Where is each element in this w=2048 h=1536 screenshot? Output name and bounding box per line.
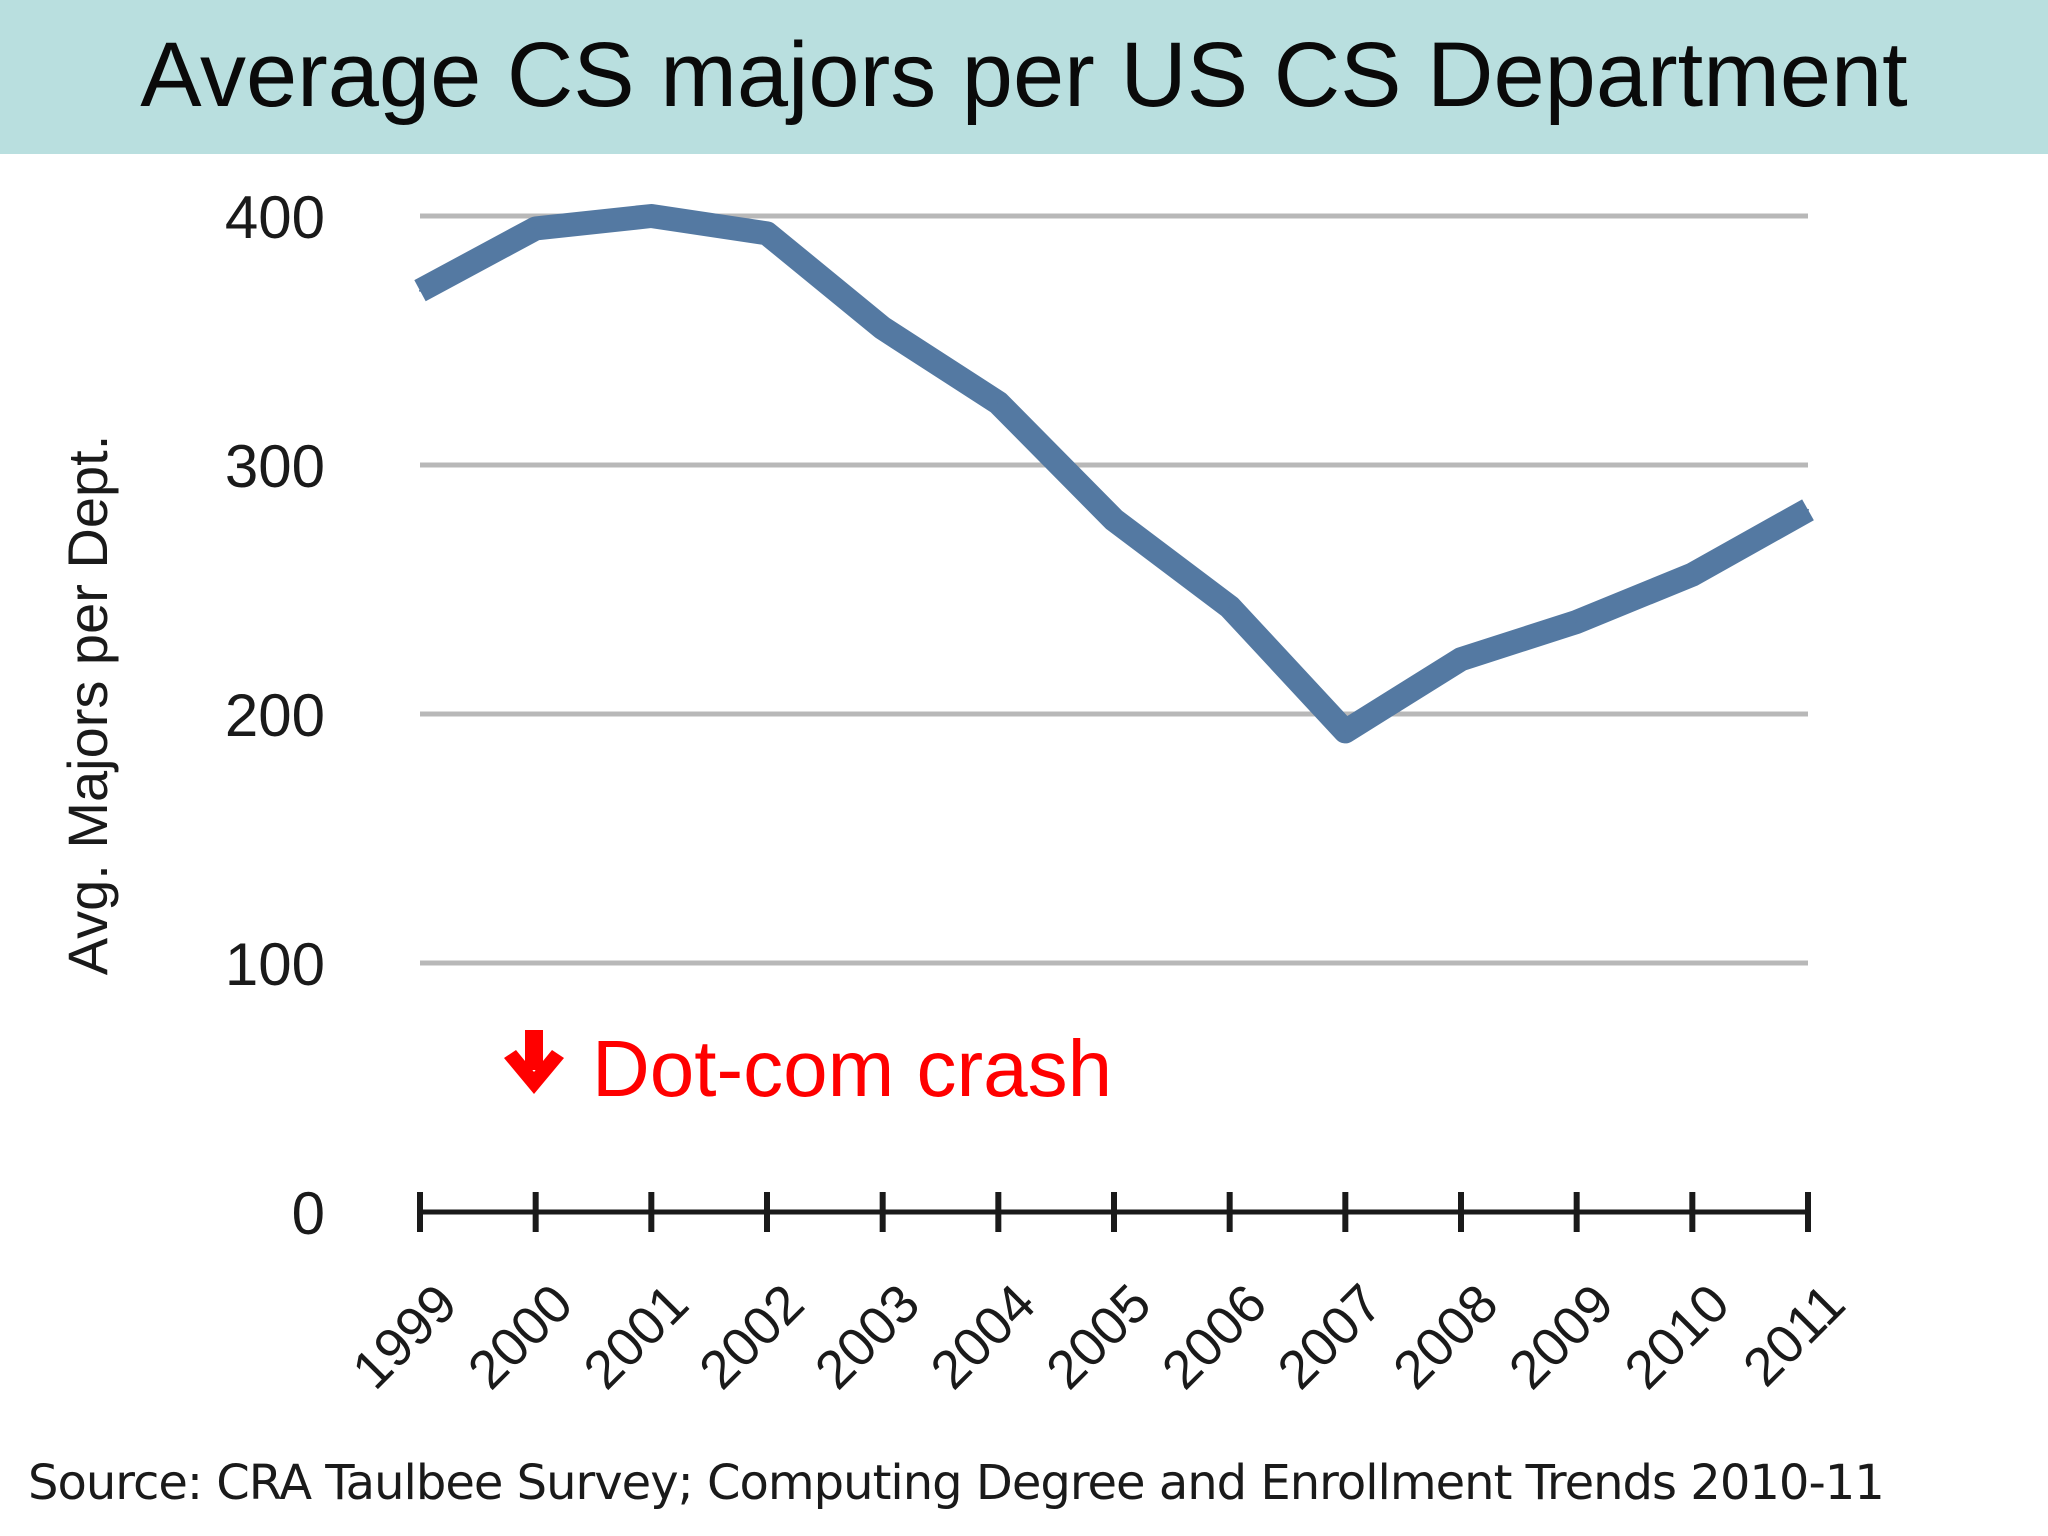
- x-tick-label: 2006: [1151, 1273, 1278, 1400]
- x-tick-label: 2010: [1613, 1273, 1740, 1400]
- data-point: [534, 227, 537, 230]
- data-point: [650, 215, 653, 217]
- y-tick-label: 200: [225, 682, 325, 749]
- y-tick-label: 100: [225, 931, 325, 998]
- data-point: [419, 289, 421, 292]
- x-axis: [417, 1192, 1811, 1232]
- source-note: Source: CRA Taulbee Survey; Computing De…: [28, 1455, 1885, 1511]
- data-point: [1344, 730, 1347, 733]
- data-point: [1228, 605, 1231, 608]
- x-tick-label: 2000: [457, 1273, 584, 1400]
- y-tick-label: 300: [225, 433, 325, 500]
- x-tick-label: 2001: [572, 1273, 699, 1400]
- x-tick-label: 2005: [1035, 1273, 1162, 1400]
- annotation-text: Dot-com crash: [592, 1024, 1112, 1113]
- data-point: [1460, 658, 1462, 661]
- x-tick-labels: 1999200020012002200320042005200620072008…: [341, 1273, 1856, 1400]
- data-point: [1807, 508, 1809, 511]
- data-point: [1113, 518, 1115, 521]
- x-tick-label: 2009: [1498, 1273, 1625, 1400]
- dot-com-crash-annotation: Dot-com crash: [504, 1024, 1112, 1113]
- series-line: [414, 204, 1814, 744]
- x-tick-label: 2003: [804, 1273, 931, 1400]
- y-tick-label: 400: [225, 184, 325, 251]
- slide-title: Average CS majors per US CS Department: [140, 24, 1908, 126]
- arrow-down-icon: [504, 1030, 564, 1094]
- x-tick-label: 2011: [1732, 1273, 1857, 1398]
- x-tick-label: 2008: [1382, 1273, 1509, 1400]
- data-point: [1575, 620, 1578, 623]
- y-tick-labels: 0 100 200 300 400: [225, 184, 325, 1247]
- gridlines: [420, 213, 1808, 966]
- series-layer: [414, 204, 1814, 744]
- x-tick-label: 2004: [919, 1273, 1046, 1400]
- y-axis-title: Avg. Majors per Dept.: [56, 435, 119, 976]
- title-bar: [0, 0, 2048, 154]
- x-tick-label: 1999: [341, 1273, 468, 1400]
- data-point: [766, 232, 768, 235]
- y-tick-label: 0: [292, 1180, 325, 1247]
- x-tick-label: 2002: [688, 1273, 815, 1400]
- x-tick-label: 2007: [1266, 1273, 1393, 1400]
- data-point: [997, 401, 1000, 404]
- data-point: [1691, 573, 1694, 576]
- data-point: [881, 327, 884, 330]
